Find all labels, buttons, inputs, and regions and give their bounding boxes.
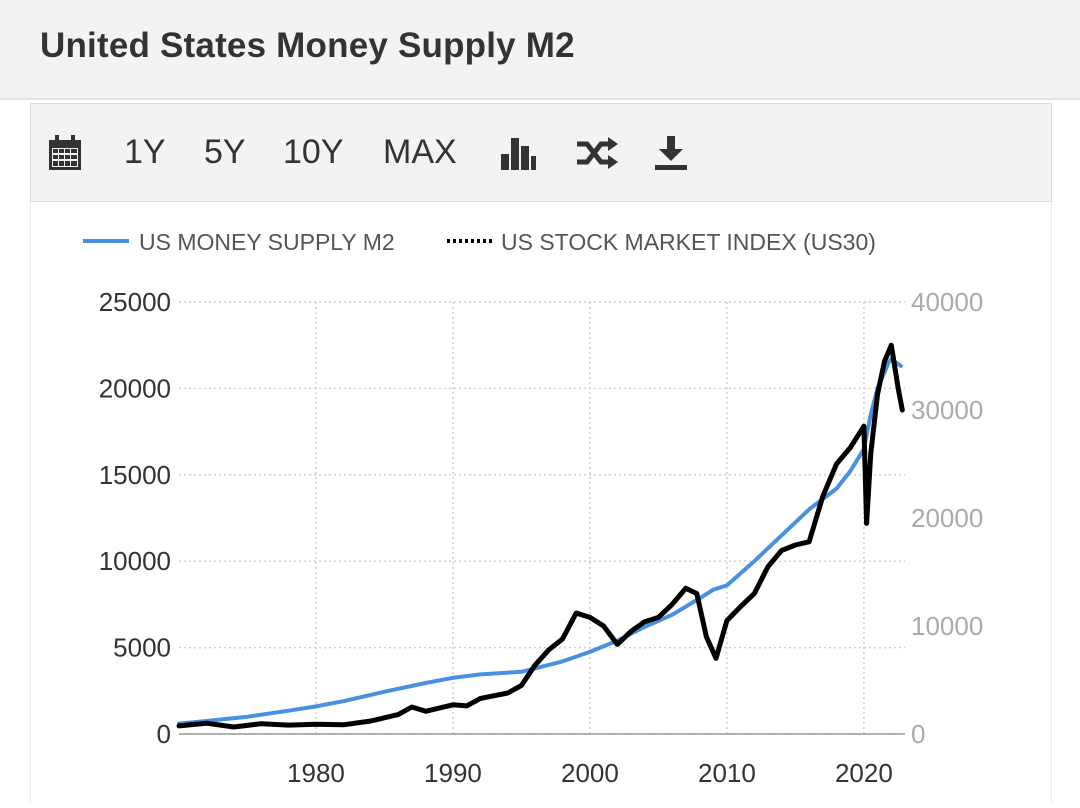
calendar-icon (49, 134, 81, 170)
line-chart: US MONEY SUPPLY M2 US STOCK MARKET INDEX… (83, 229, 984, 788)
x-tick-label: 2000 (561, 758, 619, 788)
x-tick-label: 1990 (424, 758, 482, 788)
us30-series-line (176, 342, 905, 730)
range-5y-button[interactable]: 5Y (204, 104, 246, 201)
page-title: United States Money Supply M2 (40, 26, 575, 65)
y-right-tick-label: 10000 (911, 611, 983, 641)
range-1y-button[interactable]: 1Y (124, 104, 166, 201)
chart-axes: 0 5000 10000 15000 20000 25000 1980 1990 2000 201… (99, 287, 984, 788)
range-10y-button[interactable]: 10Y (283, 104, 344, 201)
y-left-tick-label: 20000 (99, 373, 171, 403)
x-tick-label: 2020 (835, 758, 893, 788)
download-icon (655, 135, 687, 170)
x-tick-label: 2010 (698, 758, 756, 788)
range-max-button[interactable]: MAX (383, 104, 457, 201)
y-left-tick-label: 0 (157, 719, 171, 749)
y-right-tick-label: 40000 (911, 287, 983, 317)
x-tick-label: 1980 (287, 758, 345, 788)
y-left-tick-label: 15000 (99, 460, 171, 490)
range-5y-label: 5Y (204, 133, 246, 171)
chart-area: US MONEY SUPPLY M2 US STOCK MARKET INDEX… (30, 202, 1052, 803)
range-max-label: MAX (383, 133, 457, 171)
compare-button[interactable] (575, 104, 619, 201)
chart-toolbar: 1Y 5Y 10Y MAX (30, 103, 1052, 202)
y-left-tick-label: 25000 (99, 287, 171, 317)
calendar-button[interactable] (47, 104, 83, 201)
m2-series-line (177, 357, 903, 726)
chart-grid (179, 301, 905, 735)
chart-legend: US MONEY SUPPLY M2 US STOCK MARKET INDEX… (83, 229, 876, 255)
y-right-tick-label: 30000 (911, 395, 983, 425)
chart-type-button[interactable] (499, 104, 537, 201)
download-button[interactable] (653, 104, 689, 201)
y-right-tick-label: 20000 (911, 503, 983, 533)
chart-series (176, 342, 905, 730)
y-right-tick-label: 0 (911, 719, 925, 749)
bar-chart-icon (501, 137, 536, 170)
y-left-tick-label: 5000 (113, 633, 171, 663)
range-1y-label: 1Y (124, 133, 166, 171)
legend-us30-label: US STOCK MARKET INDEX (US30) (501, 229, 876, 255)
shuffle-icon (577, 136, 618, 169)
y-left-tick-label: 10000 (99, 546, 171, 576)
legend-m2-label: US MONEY SUPPLY M2 (139, 229, 395, 255)
range-10y-label: 10Y (283, 133, 344, 171)
page-header: United States Money Supply M2 (0, 0, 1080, 100)
